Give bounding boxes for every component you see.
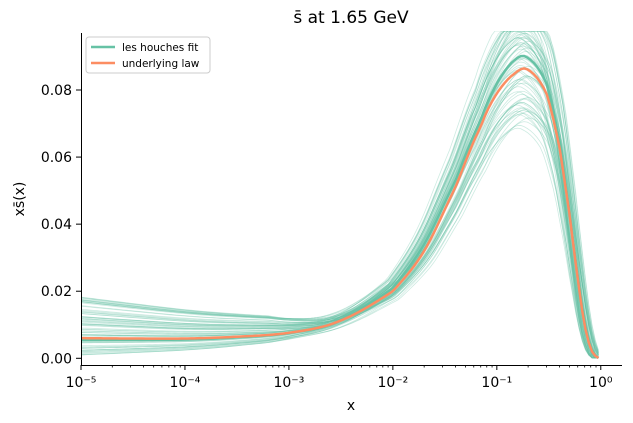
- replica-line: [81, 31, 599, 351]
- replica-line: [81, 110, 599, 359]
- replica-line: [81, 75, 599, 356]
- replica-line: [81, 31, 599, 359]
- replica-line: [81, 34, 599, 359]
- y-ticks: 0.00 0.02 0.04 0.06 0.08: [41, 83, 81, 367]
- series-line-fit: [81, 54, 600, 359]
- replica-line: [81, 77, 599, 355]
- plot-area: [80, 31, 600, 360]
- series-lines: [80, 54, 600, 360]
- x-tick-label: 10⁻⁴: [170, 375, 201, 391]
- replica-line: [81, 112, 599, 359]
- replica-line: [81, 31, 599, 359]
- replica-line: [81, 31, 599, 359]
- replica-line: [81, 102, 599, 359]
- replica-line: [81, 93, 599, 359]
- legend: les houches fit underlying law: [85, 36, 211, 74]
- x-axis-label: x: [347, 398, 355, 414]
- replica-line: [81, 76, 599, 353]
- replica-band: [81, 31, 599, 359]
- replica-line: [81, 90, 599, 359]
- replica-line: [81, 44, 599, 359]
- replica-line: [81, 47, 599, 354]
- legend-frame: [85, 36, 211, 74]
- replica-line: [81, 31, 599, 359]
- replica-line: [81, 125, 599, 359]
- replica-line: [81, 32, 599, 359]
- replica-line: [81, 31, 599, 359]
- axes: 10⁻⁵ 10⁻⁴ 10⁻³ 10⁻² 10⁻¹ 10⁰ 0.00 0.02 0.04 0.06…: [41, 33, 622, 391]
- replica-line: [81, 43, 599, 356]
- replica-line: [81, 33, 599, 356]
- y-tick-label: 0.04: [41, 217, 72, 233]
- replica-line: [81, 48, 599, 359]
- replica-line: [81, 31, 599, 351]
- replica-line: [81, 98, 599, 359]
- replica-line: [81, 36, 599, 359]
- replica-line: [81, 111, 599, 354]
- replica-line: [81, 31, 599, 359]
- replica-line: [81, 42, 599, 359]
- replica-line: [81, 114, 599, 359]
- y-tick-label: 0.08: [41, 83, 72, 99]
- replica-line: [81, 78, 599, 359]
- y-tick-label: 0.06: [41, 150, 72, 166]
- replica-line: [81, 40, 599, 352]
- x-tick-label: 10⁻³: [273, 375, 304, 391]
- y-tick-label: 0.00: [41, 351, 72, 367]
- chart-title: s̄ at 1.65 GeV: [293, 8, 409, 28]
- legend-label-fit: les houches fit: [122, 42, 198, 54]
- replica-line: [81, 121, 599, 358]
- replica-line: [81, 104, 599, 359]
- replica-line: [81, 41, 599, 359]
- x-tick-label: 10⁻¹: [481, 375, 512, 391]
- replica-line: [81, 37, 599, 359]
- y-axis-label: xs̄(x): [12, 182, 28, 217]
- replica-line: [81, 36, 599, 358]
- replica-line: [81, 45, 599, 359]
- y-tick-label: 0.02: [41, 284, 72, 300]
- x-tick-label: 10⁰: [589, 375, 613, 391]
- replica-line: [81, 58, 599, 358]
- x-ticks: 10⁻⁵ 10⁻⁴ 10⁻³ 10⁻² 10⁻¹ 10⁰: [66, 365, 613, 391]
- replica-line: [81, 31, 599, 355]
- x-tick-label: 10⁻²: [377, 375, 408, 391]
- replica-line: [81, 31, 599, 359]
- replica-line: [81, 91, 599, 359]
- replica-line: [81, 67, 599, 355]
- replica-line: [81, 97, 599, 355]
- replica-line: [81, 109, 599, 357]
- replica-line: [81, 66, 599, 359]
- replica-line: [81, 117, 599, 353]
- replica-line: [81, 31, 599, 359]
- replica-line: [81, 97, 599, 358]
- replica-line: [81, 101, 599, 359]
- replica-line: [81, 82, 599, 359]
- replica-line: [81, 64, 599, 359]
- series-line-law: [80, 67, 600, 360]
- replica-line: [81, 69, 599, 359]
- x-tick-label: 10⁻⁵: [66, 375, 97, 391]
- replica-line: [81, 58, 599, 359]
- legend-label-law: underlying law: [122, 58, 200, 70]
